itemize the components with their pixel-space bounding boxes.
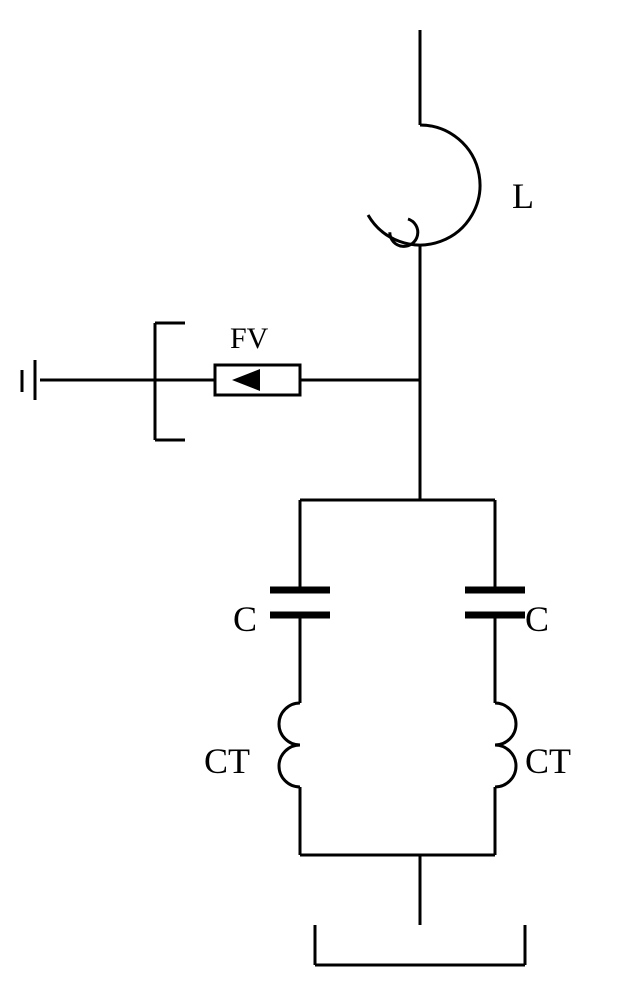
capacitor-left-label: C [233, 598, 257, 640]
circuit-diagram [0, 0, 639, 1000]
arrester-label: FV [230, 322, 268, 356]
capacitor-right-label: C [525, 598, 549, 640]
ct-right-label: CT [525, 740, 571, 782]
inductor-label: L [512, 175, 534, 217]
ct-left-label: CT [204, 740, 250, 782]
